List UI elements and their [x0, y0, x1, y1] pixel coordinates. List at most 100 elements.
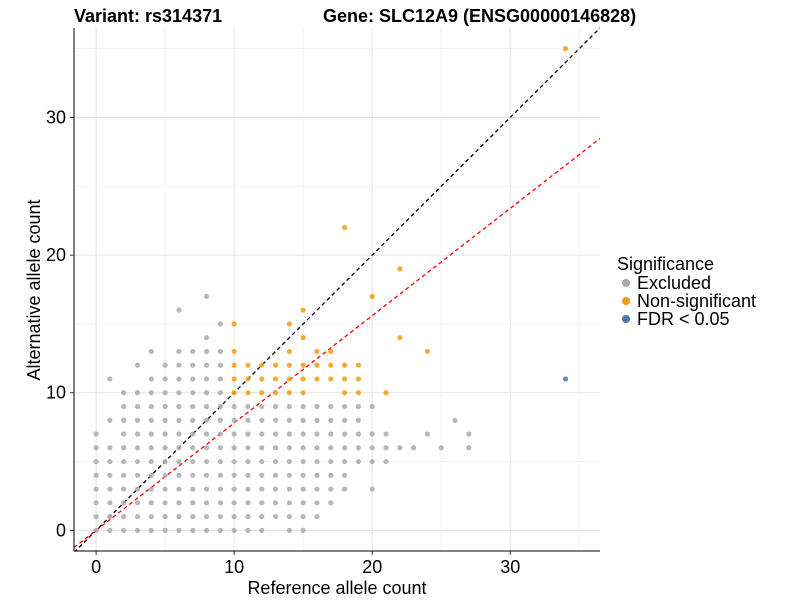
reference-lines: [74, 27, 600, 551]
point-excluded: [328, 472, 334, 478]
fit-line: [74, 138, 600, 549]
point-excluded: [176, 445, 182, 451]
point-non-significant: [300, 390, 306, 396]
point-excluded: [203, 348, 210, 355]
point-excluded: [190, 500, 196, 506]
point-excluded: [217, 390, 223, 396]
point-excluded: [286, 500, 292, 506]
point-excluded: [245, 472, 251, 478]
point-excluded: [190, 390, 196, 396]
point-excluded: [134, 500, 141, 506]
point-excluded: [286, 445, 292, 451]
point-excluded: [369, 486, 375, 492]
point-excluded: [355, 445, 361, 451]
point-excluded: [217, 403, 223, 410]
x-tick-labels: 0 10 20 30: [91, 551, 520, 577]
point-excluded: [134, 527, 141, 533]
point-excluded: [148, 500, 154, 506]
point-excluded: [314, 431, 320, 437]
point-excluded: [397, 445, 403, 451]
point-excluded: [369, 431, 375, 437]
point-non-significant: [231, 362, 237, 368]
point-non-significant: [272, 376, 279, 382]
point-excluded: [383, 445, 389, 451]
point-excluded: [259, 513, 265, 520]
point-non-significant: [424, 348, 431, 355]
point-excluded: [190, 403, 196, 410]
point-excluded: [300, 431, 306, 437]
point-excluded: [217, 486, 223, 492]
point-excluded: [162, 390, 168, 396]
point-excluded: [162, 417, 168, 423]
point-excluded: [286, 431, 292, 437]
point-excluded: [121, 403, 127, 410]
point-excluded: [286, 458, 292, 465]
point-excluded: [286, 513, 292, 520]
point-excluded: [190, 445, 196, 451]
legend-swatch-excluded: [622, 279, 630, 287]
point-excluded: [203, 472, 210, 478]
point-non-significant: [341, 376, 348, 382]
point-excluded: [176, 486, 182, 492]
point-excluded: [190, 417, 196, 423]
point-excluded: [328, 445, 334, 451]
point-excluded: [328, 500, 334, 506]
point-excluded: [217, 472, 223, 478]
point-excluded: [341, 417, 348, 423]
point-excluded: [203, 390, 210, 396]
point-excluded: [162, 376, 168, 382]
point-excluded: [203, 431, 210, 437]
point-excluded: [383, 431, 389, 437]
point-excluded: [272, 403, 279, 410]
point-excluded: [203, 417, 210, 423]
point-excluded: [121, 486, 127, 492]
point-excluded: [203, 513, 210, 520]
point-excluded: [328, 431, 334, 437]
point-excluded: [272, 500, 279, 506]
point-excluded: [176, 348, 182, 355]
point-excluded: [190, 458, 196, 465]
point-excluded: [176, 431, 182, 437]
point-excluded: [134, 513, 141, 520]
point-non-significant: [300, 362, 306, 368]
point-excluded: [355, 417, 361, 423]
point-excluded: [190, 362, 196, 368]
point-excluded: [176, 376, 182, 382]
point-excluded: [121, 431, 127, 437]
point-excluded: [217, 458, 223, 465]
point-non-significant: [259, 362, 265, 368]
point-non-significant: [231, 376, 237, 382]
point-excluded: [217, 348, 223, 355]
point-excluded: [272, 445, 279, 451]
grid-lines: [74, 28, 600, 551]
point-excluded: [217, 417, 223, 423]
point-excluded: [134, 486, 141, 492]
point-excluded: [134, 362, 141, 368]
point-non-significant: [300, 376, 306, 382]
point-excluded: [341, 431, 348, 437]
point-excluded: [107, 500, 113, 506]
legend-label-fdr: FDR < 0.05: [637, 309, 730, 329]
point-excluded: [176, 527, 182, 533]
point-excluded: [245, 417, 251, 423]
point-excluded: [162, 486, 168, 492]
y-tick-label: 30: [46, 107, 66, 127]
point-non-significant: [314, 348, 320, 355]
point-excluded: [121, 417, 127, 423]
point-excluded: [190, 431, 196, 437]
point-excluded: [369, 445, 375, 451]
point-excluded: [148, 403, 154, 410]
legend-label-excluded: Excluded: [637, 273, 711, 293]
point-non-significant: [231, 390, 237, 396]
legend-title: Significance: [617, 254, 714, 274]
point-excluded: [121, 390, 127, 396]
point-excluded: [341, 486, 348, 492]
point-excluded: [245, 445, 251, 451]
point-excluded: [107, 472, 113, 478]
point-excluded: [259, 403, 265, 410]
point-excluded: [203, 376, 210, 382]
point-excluded: [231, 431, 237, 437]
x-tick-label: 0: [91, 557, 101, 577]
point-excluded: [148, 348, 154, 355]
y-tick-label: 20: [46, 245, 66, 265]
